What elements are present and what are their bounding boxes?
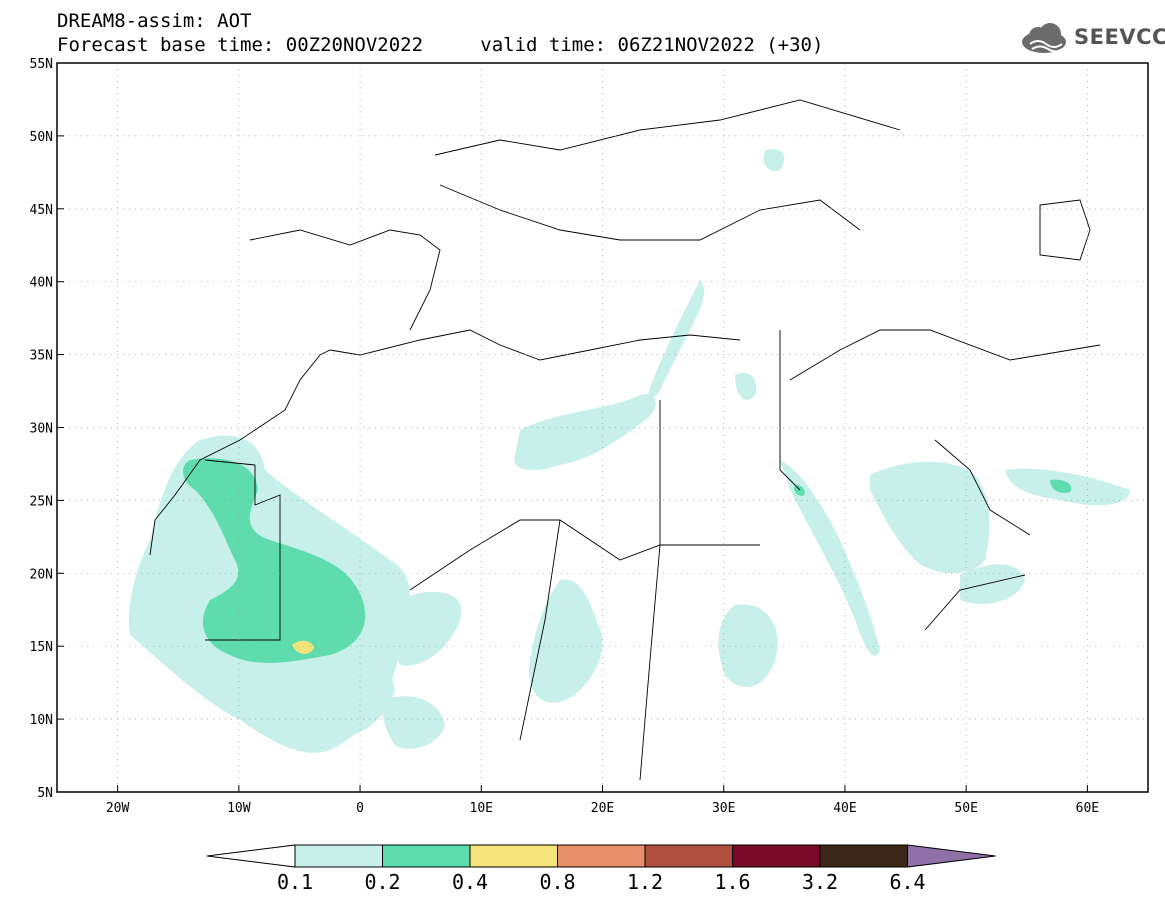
colorbar-label: 0.4 [452,870,488,894]
lat-tick-label: 5N [37,786,53,801]
lat-tick-label: 40N [30,276,53,291]
aot-0.2-mauritania [183,458,366,663]
lon-tick-label: 30E [712,801,735,816]
lat-tick-label: 15N [30,640,53,655]
map-title: DREAM8-assim: AOT [57,10,252,32]
aot-0.1-sudan [718,604,778,687]
aot-0.1-libya [514,394,656,471]
logo-text: SEEVCCC [1074,25,1165,49]
colorbar: 0.1 0.2 0.4 0.8 1.2 1.6 3.2 6.4 [206,844,996,894]
lat-tick-label: 55N [30,57,53,72]
aot-0.1-oman [960,564,1025,604]
lon-axis: 20W 10W 0 10E 20E 30E 40E 50E 60E [106,785,1099,816]
country-borders [149,99,1101,781]
lon-tick-label: 20W [106,801,130,816]
aot-0.1-mali [317,647,395,736]
colorbar-label: 6.4 [889,870,925,894]
lon-tick-label: 60E [1076,801,1099,816]
valid-time: valid time: 06Z21NOV2022 (+30) [480,34,824,56]
lat-tick-label: 10N [30,713,53,728]
colorbar-segment [644,844,733,868]
lon-tick-label: 10E [470,801,493,816]
lat-tick-label: 25N [30,494,53,509]
aot-fields [129,148,1130,753]
aot-0.2-red-sea-patch [793,484,805,496]
colorbar-label: 0.8 [539,870,575,894]
aot-0.1-levant [735,372,757,400]
lat-tick-label: 30N [30,422,53,437]
colorbar-low-arrow [206,844,296,868]
lat-tick-label: 35N [30,349,53,364]
lon-tick-label: 20E [591,801,614,816]
colorbar-segment [557,844,646,868]
colorbar-label: 0.2 [364,870,400,894]
colorbar-segment [469,844,558,868]
base-time: Forecast base time: 00Z20NOV2022 [57,34,424,56]
colorbar-segment [382,844,471,868]
aot-0.1-arabia [870,461,990,574]
forecast-time-line: Forecast base time: 00Z20NOV2022 valid t… [57,34,823,56]
lat-tick-label: 50N [30,130,53,145]
colorbar-label: 0.1 [277,870,313,894]
aot-0.2-gulf-patch [1050,479,1072,493]
aot-0.1-aegean-plume [648,280,705,398]
lat-tick-label: 45N [30,203,53,218]
lat-tick-label: 20N [30,567,53,582]
colorbar-label: 1.6 [714,870,750,894]
aot-0.1-red-sea [780,460,880,656]
lon-tick-label: 40E [833,801,856,816]
aot-0.4-mali-spot [292,640,314,655]
colorbar-segment [732,844,821,868]
lon-tick-label: 50E [954,801,977,816]
lon-tick-label: 10W [227,801,251,816]
colorbar-label: 3.2 [802,870,838,894]
colorbar-segment [294,844,383,868]
lon-tick-label: 0 [356,801,364,816]
aot-0.1-ukraine [763,148,785,172]
aot-0.1-niger [392,591,462,666]
lat-axis: 55N 50N 45N 40N 35N 30N 25N 20N 15N 10N 5N [30,57,64,801]
aot-0.1-benin [383,696,445,749]
colorbar-high-arrow [907,844,996,868]
aot-0.1-chad [529,579,603,703]
colorbar-label: 1.2 [627,870,663,894]
colorbar-segment [819,844,908,868]
cloud-logo-icon [1022,23,1066,53]
